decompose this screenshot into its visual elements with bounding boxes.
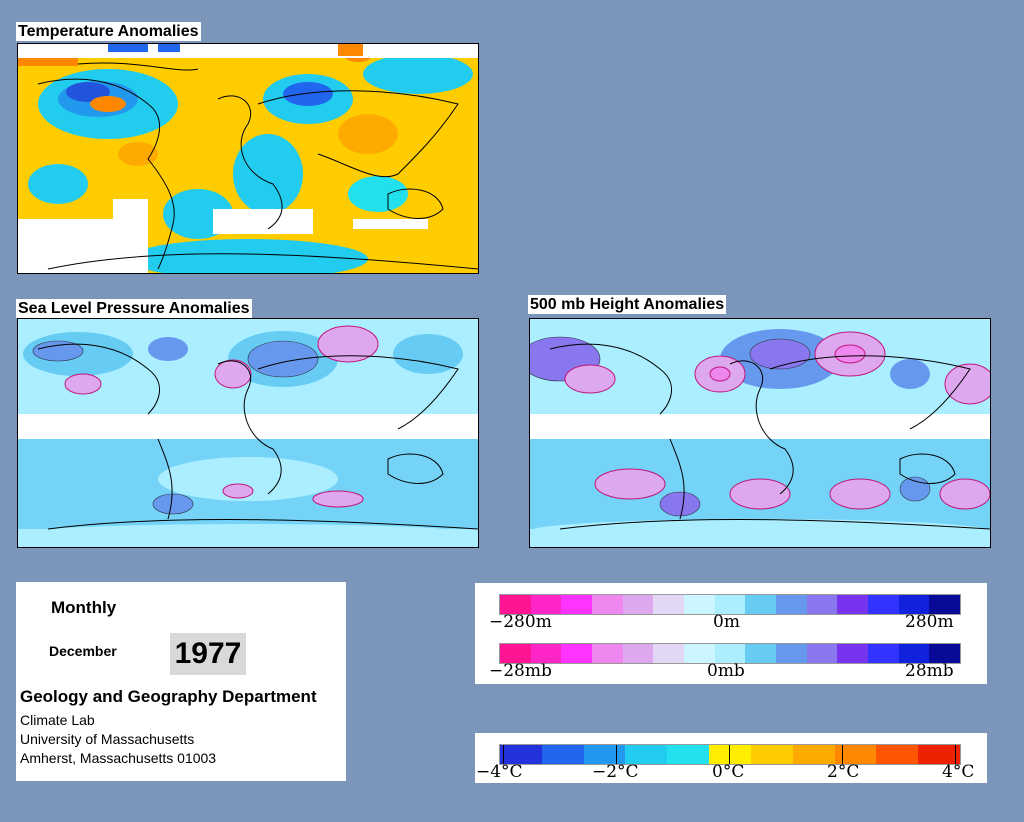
temperature-label-2: 0°C bbox=[712, 762, 745, 782]
anomaly-legend: −280m 0m 280m −28mb 0mb 28mb bbox=[475, 583, 987, 684]
color-swatch bbox=[622, 644, 654, 663]
temperature-label-0: −4°C bbox=[476, 762, 523, 782]
color-swatch bbox=[714, 644, 746, 663]
university-label: University of Massachusetts bbox=[20, 731, 195, 747]
year-label: 1977 bbox=[170, 633, 246, 675]
color-swatch bbox=[541, 745, 584, 764]
slp-anomalies-title: Sea Level Pressure Anomalies bbox=[16, 299, 252, 318]
color-swatch bbox=[929, 595, 961, 614]
color-swatch bbox=[500, 644, 531, 663]
color-swatch bbox=[714, 595, 746, 614]
address-label: Amherst, Massachusetts 01003 bbox=[20, 750, 217, 766]
height-max-label: 280m bbox=[905, 612, 954, 632]
color-swatch bbox=[837, 644, 869, 663]
color-swatch bbox=[500, 745, 542, 764]
color-swatch bbox=[592, 595, 623, 614]
color-swatch bbox=[667, 745, 710, 764]
temperature-tick bbox=[616, 745, 617, 764]
pressure-mid-label: 0mb bbox=[707, 661, 745, 681]
color-swatch bbox=[898, 644, 930, 663]
color-swatch bbox=[929, 644, 961, 663]
color-swatch bbox=[806, 595, 838, 614]
temperature-tick bbox=[503, 745, 504, 764]
temperature-tick bbox=[729, 745, 730, 764]
slp-anomaly-map bbox=[17, 318, 479, 548]
color-swatch bbox=[592, 644, 623, 663]
temperature-label-4: 4°C bbox=[942, 762, 975, 782]
color-swatch bbox=[876, 745, 919, 764]
temperature-color-scale bbox=[499, 744, 961, 765]
color-swatch bbox=[622, 595, 654, 614]
color-swatch bbox=[868, 644, 899, 663]
color-swatch bbox=[653, 644, 685, 663]
color-swatch bbox=[806, 644, 838, 663]
color-swatch bbox=[530, 595, 562, 614]
color-swatch bbox=[868, 595, 899, 614]
color-swatch bbox=[583, 745, 626, 764]
month-label: December bbox=[49, 643, 117, 659]
height500-anomaly-map bbox=[529, 318, 991, 548]
color-swatch bbox=[684, 644, 715, 663]
color-swatch bbox=[745, 644, 777, 663]
department-label: Geology and Geography Department bbox=[20, 687, 317, 706]
color-swatch bbox=[745, 595, 777, 614]
height-color-scale bbox=[499, 594, 961, 615]
color-swatch bbox=[776, 644, 807, 663]
color-swatch bbox=[837, 595, 869, 614]
temperature-anomalies-title: Temperature Anomalies bbox=[16, 22, 201, 41]
color-swatch bbox=[750, 745, 793, 764]
info-panel: Monthly December 1977 Geology and Geogra… bbox=[16, 582, 346, 781]
pressure-max-label: 28mb bbox=[905, 661, 954, 681]
period-label: Monthly bbox=[51, 598, 117, 617]
color-swatch bbox=[625, 745, 668, 764]
pressure-color-scale bbox=[499, 643, 961, 664]
temperature-label-1: −2°C bbox=[592, 762, 639, 782]
color-swatch bbox=[684, 595, 715, 614]
height-mid-label: 0m bbox=[713, 612, 740, 632]
temperature-legend: −4°C −2°C 0°C 2°C 4°C bbox=[475, 733, 987, 783]
temperature-tick bbox=[955, 745, 956, 764]
height500-anomalies-title: 500 mb Height Anomalies bbox=[528, 295, 727, 314]
color-swatch bbox=[898, 595, 930, 614]
color-swatch bbox=[500, 595, 531, 614]
color-swatch bbox=[918, 745, 960, 764]
height-min-label: −280m bbox=[489, 612, 552, 632]
color-swatch bbox=[653, 595, 685, 614]
color-swatch bbox=[530, 644, 562, 663]
color-swatch bbox=[834, 745, 877, 764]
temperature-anomaly-map bbox=[17, 43, 479, 274]
color-swatch bbox=[561, 595, 593, 614]
color-swatch bbox=[792, 745, 835, 764]
pressure-min-label: −28mb bbox=[489, 661, 552, 681]
temperature-tick bbox=[842, 745, 843, 764]
lab-label: Climate Lab bbox=[20, 712, 95, 728]
color-swatch bbox=[776, 595, 807, 614]
temperature-label-3: 2°C bbox=[827, 762, 860, 782]
color-swatch bbox=[561, 644, 593, 663]
